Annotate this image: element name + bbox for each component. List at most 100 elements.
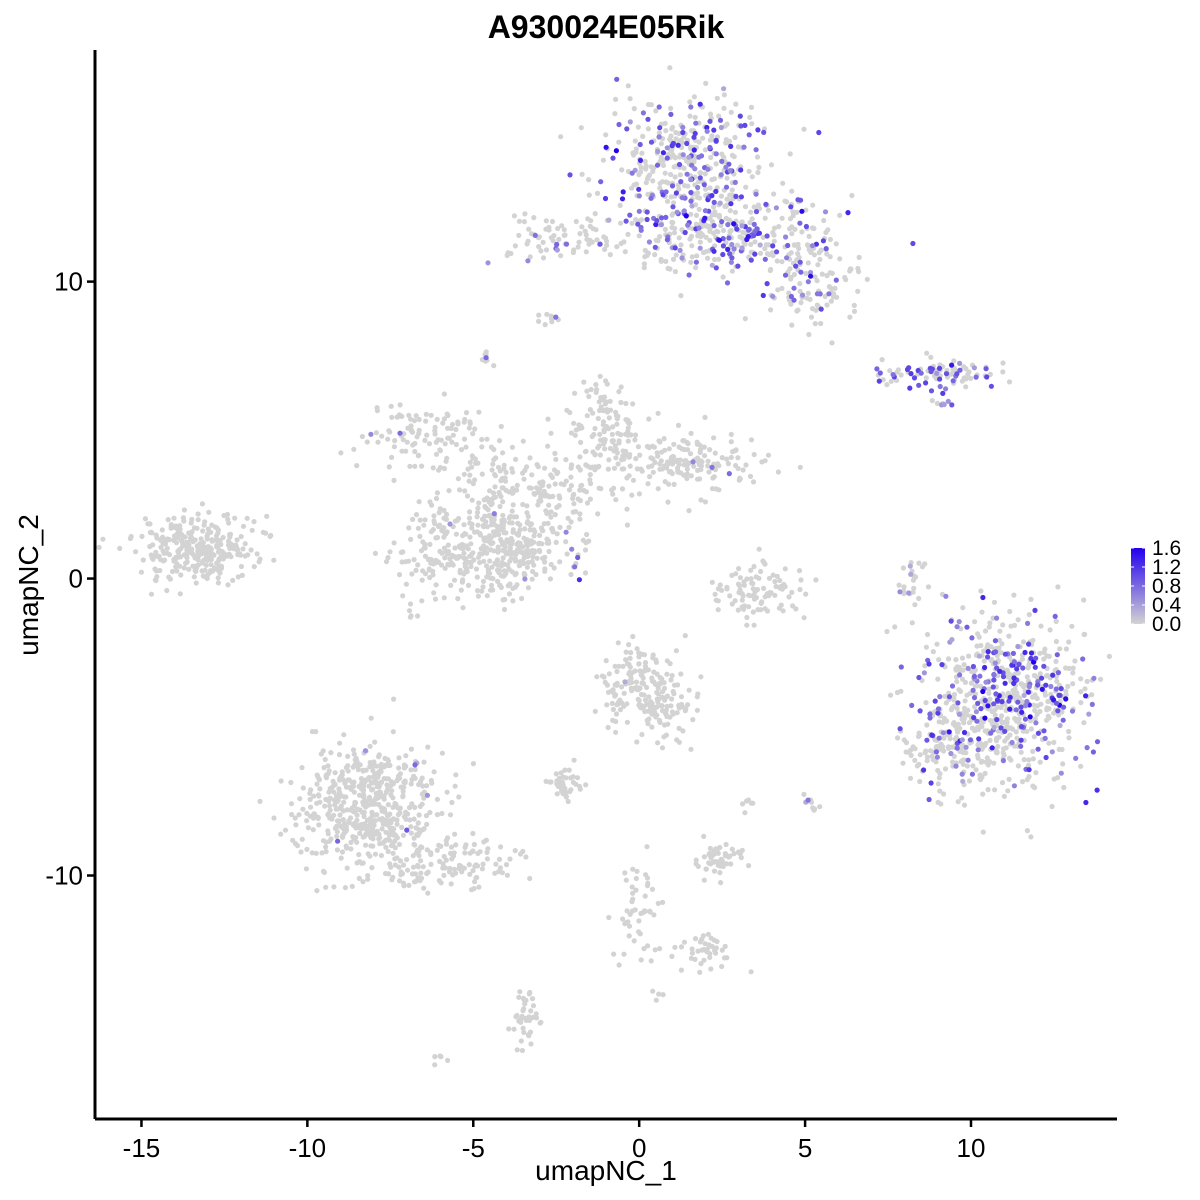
cell-point bbox=[654, 689, 660, 696]
cell-point bbox=[441, 853, 447, 860]
cell-point bbox=[813, 577, 819, 583]
cell-point bbox=[471, 841, 477, 848]
cell-point bbox=[415, 613, 421, 619]
cell-point bbox=[656, 130, 663, 136]
cell-point bbox=[1000, 750, 1006, 756]
cell-point bbox=[823, 246, 829, 252]
cell-point bbox=[356, 852, 362, 858]
cell-point bbox=[476, 409, 482, 415]
cell-point bbox=[660, 150, 667, 156]
cell-point bbox=[526, 226, 532, 232]
cell-point bbox=[748, 104, 755, 110]
cell-point bbox=[739, 597, 745, 603]
cell-point bbox=[392, 845, 398, 851]
cell-point bbox=[401, 765, 407, 771]
cell-point bbox=[427, 574, 433, 581]
cell-point bbox=[375, 439, 381, 445]
cell-point bbox=[551, 467, 558, 473]
cell-point bbox=[1083, 693, 1089, 699]
cell-point bbox=[394, 855, 400, 861]
cell-point bbox=[475, 850, 481, 857]
cell-point bbox=[411, 841, 417, 847]
cell-point bbox=[441, 872, 447, 879]
cell-point bbox=[385, 436, 391, 442]
cell-point bbox=[1066, 639, 1072, 645]
cell-point bbox=[746, 168, 752, 174]
cell-point bbox=[994, 748, 1000, 755]
cell-point bbox=[297, 796, 303, 802]
cell-point bbox=[348, 815, 354, 821]
cell-point bbox=[177, 530, 183, 536]
cell-point bbox=[455, 476, 461, 482]
cell-point bbox=[1033, 655, 1039, 661]
cell-point bbox=[1030, 748, 1036, 755]
cell-point bbox=[760, 234, 766, 240]
cell-point bbox=[670, 204, 676, 210]
cell-point bbox=[1051, 776, 1057, 782]
cell-point bbox=[567, 409, 573, 416]
cell-point bbox=[520, 1025, 526, 1031]
cell-point bbox=[657, 674, 663, 681]
cell-point bbox=[405, 425, 411, 431]
cell-point bbox=[254, 551, 260, 557]
cell-point bbox=[446, 488, 452, 494]
legend-tick-label: 0.8 bbox=[1152, 575, 1181, 598]
cell-point bbox=[744, 622, 750, 628]
cell-point bbox=[1006, 776, 1012, 782]
cell-point bbox=[271, 815, 277, 821]
cell-point bbox=[900, 760, 906, 766]
cell-point bbox=[724, 196, 730, 202]
cell-point bbox=[633, 432, 639, 438]
cell-point bbox=[267, 533, 273, 540]
cell-point bbox=[669, 147, 675, 153]
cell-point bbox=[949, 402, 955, 408]
cell-point bbox=[709, 193, 715, 199]
cell-point bbox=[666, 469, 673, 475]
cell-point bbox=[626, 933, 632, 939]
cell-point bbox=[645, 708, 651, 714]
cell-point bbox=[244, 515, 250, 521]
cell-point bbox=[681, 446, 687, 453]
cell-point bbox=[834, 294, 840, 300]
cell-point bbox=[484, 593, 490, 599]
cell-point bbox=[670, 256, 677, 262]
cell-point bbox=[1018, 743, 1024, 749]
cell-point bbox=[500, 523, 506, 529]
cell-point bbox=[337, 812, 343, 818]
cell-point bbox=[888, 692, 894, 698]
cell-point bbox=[498, 423, 504, 430]
cell-point bbox=[474, 574, 480, 580]
cell-point bbox=[408, 536, 414, 543]
cell-point bbox=[648, 958, 654, 964]
cell-point bbox=[604, 238, 610, 244]
cell-point bbox=[972, 683, 978, 689]
cell-point bbox=[980, 688, 986, 695]
cell-point bbox=[422, 545, 428, 551]
cell-point bbox=[461, 550, 467, 556]
cell-point bbox=[812, 274, 818, 280]
cell-point bbox=[1043, 754, 1049, 761]
cell-point bbox=[587, 472, 593, 478]
cell-point bbox=[391, 444, 397, 450]
cell-point bbox=[356, 875, 362, 882]
cell-point bbox=[750, 609, 756, 615]
cell-point bbox=[399, 824, 405, 831]
cell-point bbox=[735, 581, 742, 587]
cell-point bbox=[768, 266, 774, 273]
cell-point bbox=[988, 730, 994, 736]
cell-point bbox=[982, 715, 988, 721]
cell-point bbox=[701, 947, 707, 953]
cell-point bbox=[728, 143, 734, 149]
cell-point bbox=[485, 260, 491, 266]
cell-point bbox=[742, 204, 749, 210]
cell-point bbox=[776, 224, 782, 230]
cell-point bbox=[512, 556, 519, 562]
cell-point bbox=[721, 86, 727, 92]
cell-point bbox=[994, 697, 1001, 703]
cell-point bbox=[633, 217, 639, 223]
cell-point bbox=[518, 1038, 524, 1044]
cell-point bbox=[656, 134, 662, 140]
cell-point bbox=[322, 756, 328, 763]
cell-point bbox=[900, 565, 907, 571]
cell-point bbox=[688, 144, 694, 150]
